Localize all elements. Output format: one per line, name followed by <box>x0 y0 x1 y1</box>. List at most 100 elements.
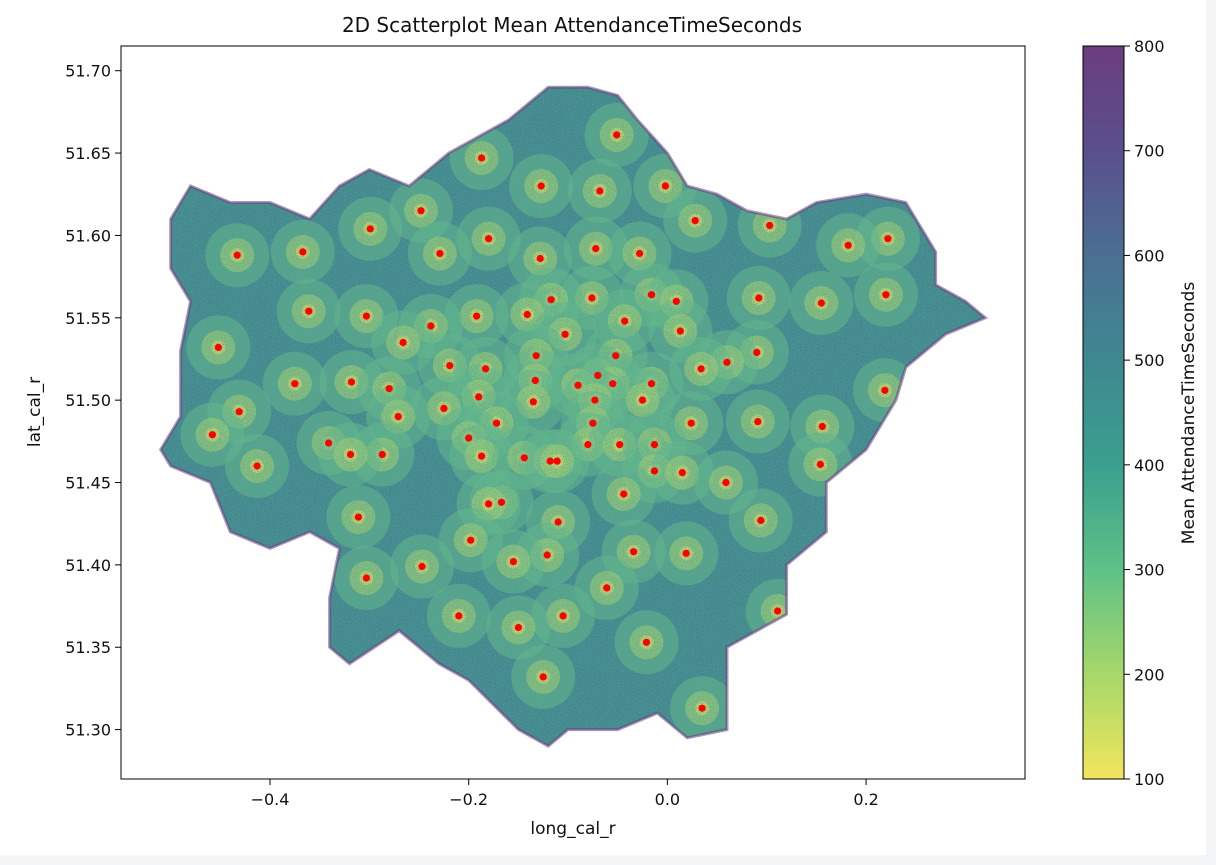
station-point <box>596 187 604 195</box>
station-point <box>354 513 362 521</box>
station-point <box>497 498 506 506</box>
station-point <box>208 431 216 439</box>
station-point <box>305 307 313 315</box>
colorbar-tick-label: 600 <box>1134 246 1165 265</box>
station-point <box>475 393 483 401</box>
colorbar-tick-label: 800 <box>1134 37 1165 56</box>
station-point <box>754 418 762 426</box>
station-point <box>366 225 374 233</box>
station-point <box>553 457 561 465</box>
station-point <box>612 352 620 360</box>
station-point <box>589 419 597 427</box>
station-point <box>722 478 730 487</box>
y-tick-label: 51.50 <box>65 391 111 410</box>
station-point <box>881 386 889 394</box>
station-point <box>467 536 475 544</box>
station-point <box>485 235 493 243</box>
station-point <box>543 551 551 559</box>
station-point <box>554 518 562 526</box>
x-tick-label: −0.4 <box>251 790 290 809</box>
station-point <box>647 291 656 299</box>
station-point <box>531 376 539 384</box>
station-point <box>678 469 686 477</box>
colorbar-tick-label: 400 <box>1134 456 1165 475</box>
station-point <box>529 398 537 406</box>
y-tick-label: 51.70 <box>65 62 111 81</box>
attendance-density-region <box>158 85 989 748</box>
station-point <box>520 454 528 462</box>
colorbar-tick-label: 200 <box>1134 665 1165 684</box>
station-point <box>816 460 825 468</box>
station-point <box>636 249 644 258</box>
station-point <box>346 450 355 459</box>
station-point <box>672 297 680 305</box>
station-point <box>299 248 307 256</box>
colorbar-tick-label: 700 <box>1134 142 1165 161</box>
station-point <box>723 358 731 366</box>
station-point <box>478 452 486 460</box>
station-point <box>536 254 544 263</box>
station-point <box>592 245 600 253</box>
station-point <box>465 434 473 442</box>
station-point <box>399 338 407 347</box>
station-point <box>446 362 454 370</box>
region-edge <box>158 85 989 748</box>
x-tick-label: 0.2 <box>853 790 878 809</box>
station-point <box>378 450 386 459</box>
station-point <box>844 241 852 249</box>
station-point <box>591 396 599 404</box>
station-point <box>417 207 425 215</box>
x-axis: −0.4 −0.2 0.0 0.2 <box>251 779 879 809</box>
y-tick-label: 51.60 <box>65 226 111 245</box>
station-point <box>514 623 523 632</box>
station-point <box>621 317 629 325</box>
station-point <box>492 419 501 427</box>
station-point <box>676 327 684 335</box>
station-point <box>642 638 651 646</box>
station-points <box>208 131 892 712</box>
station-point <box>233 251 241 259</box>
station-point <box>547 296 555 304</box>
station-point <box>603 584 611 592</box>
colorbar <box>1082 45 1125 780</box>
station-point <box>539 673 547 681</box>
colorbar-tick-label: 300 <box>1134 561 1165 580</box>
station-point <box>620 490 628 498</box>
station-point <box>482 365 490 373</box>
chart-title: 2D Scatterplot Mean AttendanceTimeSecond… <box>342 13 802 37</box>
y-axis: 51.30 51.35 51.40 51.45 51.50 51.55 51.60 51.65… <box>65 62 121 740</box>
station-point <box>647 380 656 388</box>
station-point <box>697 365 705 373</box>
station-point <box>394 413 402 421</box>
x-tick-label: −0.2 <box>449 790 488 809</box>
station-point <box>584 441 592 449</box>
station-point <box>753 348 761 356</box>
station-point <box>537 182 545 190</box>
station-point <box>884 235 892 243</box>
station-point <box>561 330 569 338</box>
station-point <box>291 380 299 388</box>
station-point <box>455 612 463 620</box>
station-point <box>546 457 554 465</box>
plot-frame <box>120 45 1026 780</box>
station-point <box>757 516 765 525</box>
station-point <box>523 310 531 319</box>
station-point <box>509 558 517 566</box>
station-point <box>325 439 333 447</box>
station-point <box>691 217 699 225</box>
station-point <box>650 467 659 475</box>
colorbar-tick-label: 500 <box>1134 351 1165 370</box>
station-point <box>385 385 393 393</box>
station-point <box>427 322 435 330</box>
y-tick-label: 51.65 <box>65 144 111 163</box>
station-point <box>574 381 582 389</box>
station-point <box>362 574 370 582</box>
station-point <box>440 404 448 412</box>
station-point <box>362 312 370 320</box>
station-point <box>436 249 444 258</box>
station-point <box>698 704 706 712</box>
station-point <box>687 419 695 427</box>
station-point <box>588 294 596 302</box>
